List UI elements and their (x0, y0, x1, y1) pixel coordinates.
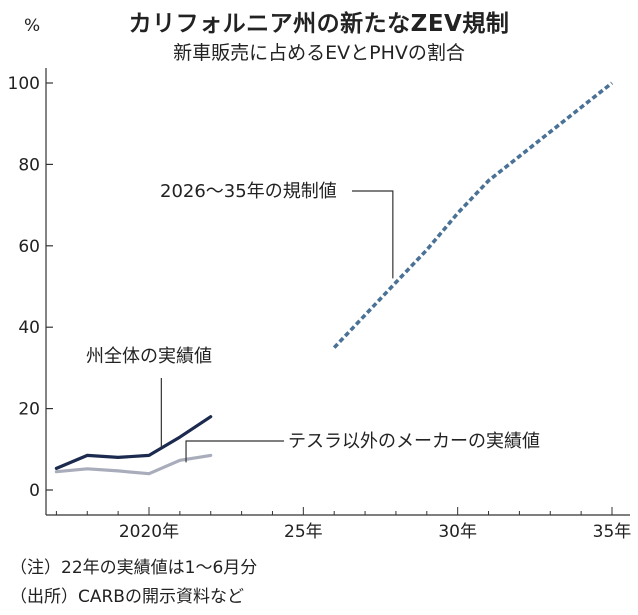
series-line-2 (332, 81, 614, 349)
source-note: （出所）CARBの開示資料など (10, 587, 244, 607)
y-tick-label-20: 20 (18, 400, 40, 420)
x-tick-label-2025: 25年 (284, 522, 323, 542)
series-line-1 (54, 453, 213, 476)
chart-subtitle: 新車販売に占めるEVとPHVの割合 (173, 42, 465, 64)
y-axis-unit: % (24, 16, 41, 36)
chart-title: カリフォルニア州の新たなZEV規制 (128, 11, 510, 37)
footnote: （注）22年の実績値は1～6月分 (10, 558, 258, 578)
x-tick-label-2035: 35年 (593, 522, 632, 542)
y-tick-label-0: 0 (29, 481, 40, 501)
leader-line-regulation (352, 190, 394, 279)
series-label-total: 州全体の実績値 (86, 346, 212, 367)
series-line-0 (54, 415, 213, 470)
y-tick-label-80: 80 (18, 155, 40, 175)
y-tick-label-60: 60 (18, 237, 40, 257)
x-tick-label-2020: 2020年 (119, 522, 179, 542)
leader-line-non-tesla (185, 440, 284, 463)
y-tick-label-40: 40 (18, 318, 40, 338)
y-tick-label-100: 100 (8, 74, 40, 94)
x-tick-label-2030: 30年 (438, 522, 477, 542)
series-label-non-tesla: テスラ以外のメーカーの実績値 (288, 431, 540, 452)
series-label-regulation: 2026～35年の規制値 (160, 181, 337, 202)
